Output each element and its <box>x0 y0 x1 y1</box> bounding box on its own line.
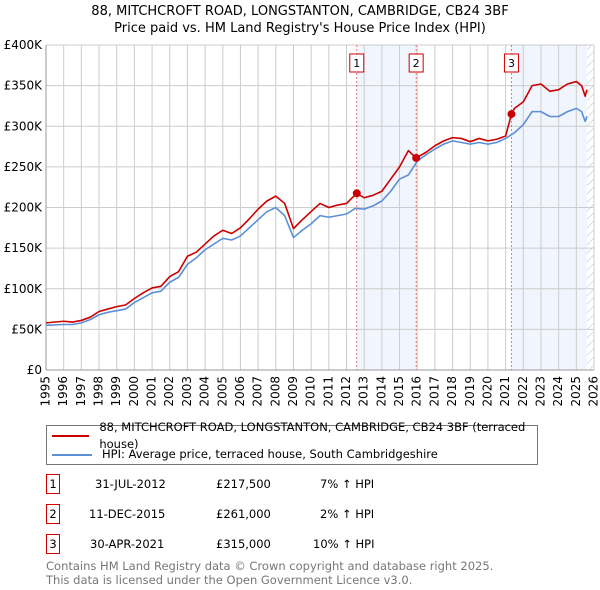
sale-hpi: 2% ↑ HPI <box>320 507 375 521</box>
x-tick-label: 2021 <box>498 376 512 407</box>
sale-hpi: 7% ↑ HPI <box>320 477 375 491</box>
sale-date: 30-APR-2021 <box>90 537 165 551</box>
sale-badge: 3 <box>46 534 60 554</box>
x-tick-label: 2001 <box>145 376 159 407</box>
x-tick-label: 1999 <box>109 376 123 407</box>
footer-copyright: Contains HM Land Registry data © Crown c… <box>46 559 494 573</box>
legend-line-red <box>52 434 90 437</box>
sale-label-box <box>503 53 519 73</box>
sale-badge: 1 <box>46 474 60 494</box>
x-tick-label: 1996 <box>56 376 70 407</box>
hpi-line <box>45 107 588 327</box>
x-tick-label: 2005 <box>215 376 229 407</box>
y-tick-label: £50K <box>11 322 43 336</box>
sale-point <box>412 153 421 162</box>
chart-title: 88, MITCHCROFT ROAD, LONGSTANTON, CAMBRI… <box>91 4 509 19</box>
legend-label: HPI: Average price, terraced house, Sout… <box>102 447 438 461</box>
sale-hpi: 10% ↑ HPI <box>313 537 375 551</box>
y-tick-label: £300K <box>4 119 44 133</box>
x-tick-label: 1995 <box>39 376 53 407</box>
x-tick-label: 2008 <box>268 376 282 407</box>
legend-line-blue <box>52 453 92 456</box>
sale-point <box>507 110 516 119</box>
table-row: 1 31-JUL-2012 £217,500 7% ↑ HPI <box>46 474 466 496</box>
legend-item-property: 88, MITCHCROFT ROAD, LONGSTANTON, CAMBRI… <box>52 420 537 451</box>
sale-label-box <box>408 53 424 73</box>
y-tick-label: £200K <box>4 201 44 215</box>
table-row: 2 11-DEC-2015 £261,000 2% ↑ HPI <box>46 504 466 526</box>
y-tick-label: £150K <box>4 241 44 255</box>
x-tick-label: 2018 <box>445 376 459 407</box>
x-tick-label: 2025 <box>569 376 583 407</box>
x-tick-label: 2020 <box>480 376 494 407</box>
x-tick-label: 2003 <box>180 376 194 407</box>
sale-badge: 2 <box>46 504 60 524</box>
sale-label: 3 <box>508 57 515 70</box>
x-tick-label: 2009 <box>286 376 300 407</box>
x-tick-label: 1998 <box>92 376 106 407</box>
sale-date: 11-DEC-2015 <box>89 507 166 521</box>
x-tick-label: 2000 <box>127 376 141 407</box>
x-tick-label: 2006 <box>233 376 247 407</box>
y-tick-label: £100K <box>4 282 44 296</box>
sale-label-box <box>349 53 365 73</box>
sale-price: £261,000 <box>216 507 271 521</box>
price-chart: 1995 1996 1997 1998 1999 2000 2001 2002 2003 2004… <box>4 38 600 407</box>
legend: 88, MITCHCROFT ROAD, LONGSTANTON, CAMBRI… <box>46 420 538 465</box>
y-tick-label: £400K <box>4 38 44 52</box>
y-tick-label: £250K <box>4 160 44 174</box>
x-tick-label: 2013 <box>357 376 371 407</box>
y-tick-label: £0 <box>27 363 42 377</box>
x-tick-label: 2019 <box>463 376 477 407</box>
x-tick-label: 2007 <box>251 376 265 407</box>
legend-item-hpi: HPI: Average price, terraced house, Sout… <box>52 446 438 463</box>
x-tick-label: 2024 <box>551 376 565 407</box>
x-tick-label: 2014 <box>374 376 388 407</box>
x-tick-label: 2016 <box>410 376 424 407</box>
x-tick-label: 2011 <box>321 376 335 407</box>
x-tick-label: 2004 <box>198 376 212 407</box>
x-tick-label: 1997 <box>74 376 88 407</box>
x-tick-label: 2012 <box>339 376 353 407</box>
footer: Contains HM Land Registry data © Crown c… <box>46 559 493 587</box>
legend-label: 88, MITCHCROFT ROAD, LONGSTANTON, CAMBRI… <box>99 419 526 451</box>
sale-date: 31-JUL-2012 <box>95 477 166 491</box>
table-row: 3 30-APR-2021 £315,000 10% ↑ HPI <box>46 534 466 556</box>
x-tick-label: 2015 <box>392 376 406 407</box>
sale-price: £315,000 <box>216 537 271 551</box>
x-tick-label: 2023 <box>533 376 547 407</box>
sale-label: 2 <box>413 57 420 70</box>
chart-subtitle: Price paid vs. HM Land Registry's House … <box>114 21 486 36</box>
x-tick-label: 2022 <box>516 376 530 407</box>
y-tick-label: £350K <box>4 79 44 93</box>
x-tick-label: 2026 <box>587 376 600 407</box>
x-tick-label: 2017 <box>427 376 441 407</box>
sale-point <box>352 189 361 198</box>
x-tick-label: 2010 <box>304 376 318 407</box>
x-tick-label: 2002 <box>162 376 176 407</box>
sale-label: 1 <box>353 57 360 70</box>
sale-price: £217,500 <box>216 477 271 491</box>
footer-licence: This data is licensed under the Open Gov… <box>46 573 413 587</box>
